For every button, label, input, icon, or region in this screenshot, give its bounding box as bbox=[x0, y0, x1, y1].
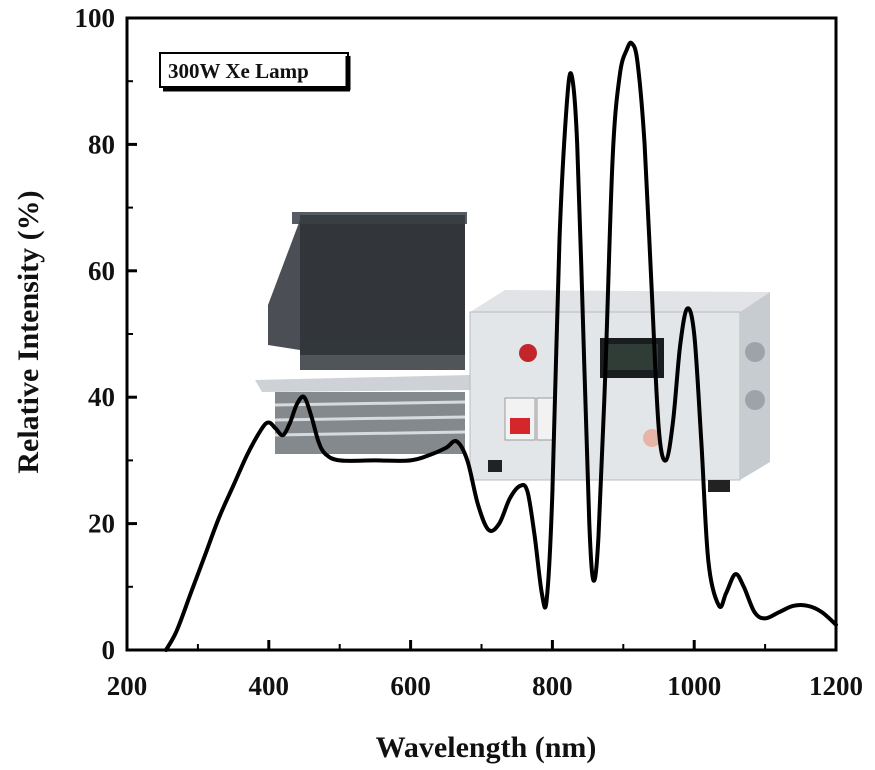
data-point bbox=[643, 143, 646, 146]
data-point bbox=[232, 484, 235, 487]
legend-box bbox=[159, 52, 349, 88]
data-point bbox=[317, 440, 320, 443]
x-tick-labels: 200 400 600 800 1000 1200 bbox=[107, 671, 863, 701]
legend-label: 300W Xe Lamp bbox=[168, 59, 309, 83]
data-point bbox=[725, 592, 728, 595]
data-point bbox=[430, 453, 433, 456]
data-point bbox=[296, 402, 299, 405]
data-point bbox=[487, 528, 490, 531]
data-point bbox=[338, 459, 341, 462]
data-point bbox=[671, 421, 674, 424]
data-point bbox=[374, 459, 377, 462]
data-point bbox=[625, 48, 628, 51]
data-point bbox=[570, 73, 573, 76]
data-point bbox=[203, 554, 206, 557]
data-point bbox=[792, 604, 795, 607]
data-point bbox=[686, 307, 689, 310]
data-point bbox=[455, 440, 458, 443]
data-point bbox=[835, 623, 838, 626]
data-point bbox=[274, 427, 277, 430]
y-axis-title: Relative Intensity (%) bbox=[12, 190, 45, 473]
data-point bbox=[806, 604, 809, 607]
data-point bbox=[700, 440, 703, 443]
y-tick-label: 20 bbox=[88, 509, 115, 539]
x-tick-label: 200 bbox=[107, 671, 148, 701]
data-point bbox=[533, 535, 536, 538]
data-point bbox=[597, 535, 600, 538]
y-tick-label: 60 bbox=[88, 256, 115, 286]
data-point bbox=[551, 491, 554, 494]
legend: 300W Xe Lamp bbox=[159, 52, 351, 92]
data-point bbox=[618, 73, 621, 76]
data-point bbox=[604, 364, 607, 367]
data-point bbox=[657, 427, 660, 430]
data-point bbox=[445, 446, 448, 449]
y-tick-label: 40 bbox=[88, 382, 115, 412]
data-point bbox=[734, 573, 737, 576]
x-tick-label: 400 bbox=[249, 671, 290, 701]
data-point bbox=[664, 459, 667, 462]
data-point bbox=[753, 611, 756, 614]
data-point bbox=[636, 61, 639, 64]
data-point bbox=[764, 617, 767, 620]
data-point bbox=[679, 345, 682, 348]
data-point bbox=[558, 238, 561, 241]
data-point bbox=[742, 585, 745, 588]
data-point bbox=[246, 453, 249, 456]
axis-ticks bbox=[125, 16, 838, 652]
data-point bbox=[519, 484, 522, 487]
data-point bbox=[303, 396, 306, 399]
data-point bbox=[218, 516, 221, 519]
data-point bbox=[820, 611, 823, 614]
data-point bbox=[630, 42, 633, 45]
data-point bbox=[540, 592, 543, 595]
data-point bbox=[508, 497, 511, 500]
data-point bbox=[718, 604, 721, 607]
data-point bbox=[409, 459, 412, 462]
x-tick-label: 1200 bbox=[809, 671, 863, 701]
lamp-apparatus-photo bbox=[255, 212, 770, 492]
data-point bbox=[545, 598, 548, 601]
data-point bbox=[693, 333, 696, 336]
x-tick-label: 600 bbox=[390, 671, 431, 701]
data-point bbox=[260, 427, 263, 430]
data-point bbox=[164, 649, 167, 652]
data-point bbox=[576, 143, 579, 146]
data-point bbox=[476, 503, 479, 506]
data-point bbox=[466, 459, 469, 462]
y-tick-labels: 0 20 40 60 80 100 bbox=[75, 3, 116, 665]
data-point bbox=[189, 592, 192, 595]
data-point bbox=[281, 434, 284, 437]
data-point bbox=[289, 421, 292, 424]
data-point bbox=[310, 415, 313, 418]
y-tick-label: 100 bbox=[75, 3, 116, 33]
x-tick-label: 1000 bbox=[667, 671, 721, 701]
data-point bbox=[583, 364, 586, 367]
data-point bbox=[324, 453, 327, 456]
series-line-xe-lamp bbox=[164, 40, 838, 652]
data-point bbox=[526, 491, 529, 494]
data-point bbox=[565, 105, 568, 108]
data-point bbox=[267, 421, 270, 424]
x-axis-title: Wavelength (nm) bbox=[376, 731, 597, 764]
data-point bbox=[707, 560, 710, 563]
data-point bbox=[611, 156, 614, 159]
y-tick-label: 0 bbox=[102, 635, 116, 665]
y-tick-label: 80 bbox=[88, 129, 115, 159]
data-point bbox=[592, 579, 595, 582]
data-point bbox=[778, 611, 781, 614]
data-point bbox=[650, 288, 653, 291]
data-point bbox=[498, 522, 501, 525]
x-tick-label: 800 bbox=[532, 671, 573, 701]
data-point bbox=[175, 630, 178, 633]
data-point bbox=[588, 522, 591, 525]
